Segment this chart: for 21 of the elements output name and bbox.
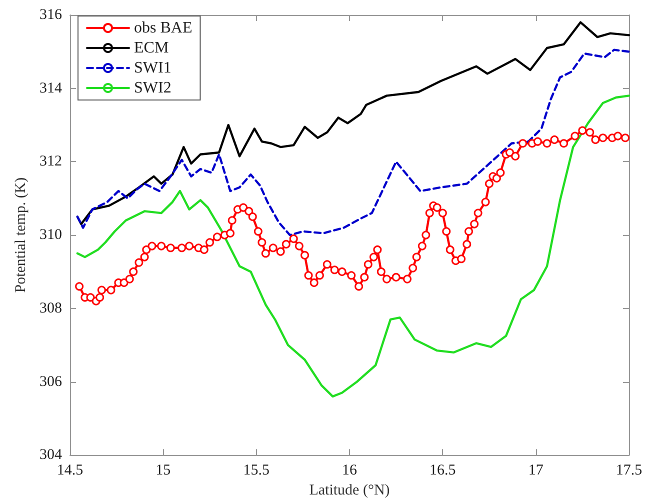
x-tick-label: 15.5 xyxy=(243,462,270,479)
x-tick-label: 16 xyxy=(342,462,358,479)
x-tick-label: 17 xyxy=(528,462,544,479)
legend-label: obs BAE xyxy=(134,20,192,36)
y-tick-label: 316 xyxy=(40,7,62,23)
y-tick-label: 304 xyxy=(40,447,62,464)
legend-label: SWI2 xyxy=(134,80,172,96)
x-axis-title: Latitude (°N) xyxy=(309,482,390,498)
y-tick-label: 310 xyxy=(40,227,62,244)
y-tick-label: 312 xyxy=(40,154,62,170)
x-tick-label: 15 xyxy=(156,462,171,479)
legend-label: ECM xyxy=(134,40,169,56)
x-tick-label: 14.5 xyxy=(56,462,84,479)
y-tick-label: 308 xyxy=(40,300,62,316)
legend-label: SWI1 xyxy=(134,60,172,76)
line-series xyxy=(76,94,630,398)
y-tick-label: 306 xyxy=(40,374,62,390)
y-tick-label: 314 xyxy=(40,80,62,96)
x-tick-label: 17.5 xyxy=(616,462,642,479)
y-axis-title: Potential temp. (K) xyxy=(13,177,30,293)
x-tick-label: 16.5 xyxy=(430,462,456,479)
